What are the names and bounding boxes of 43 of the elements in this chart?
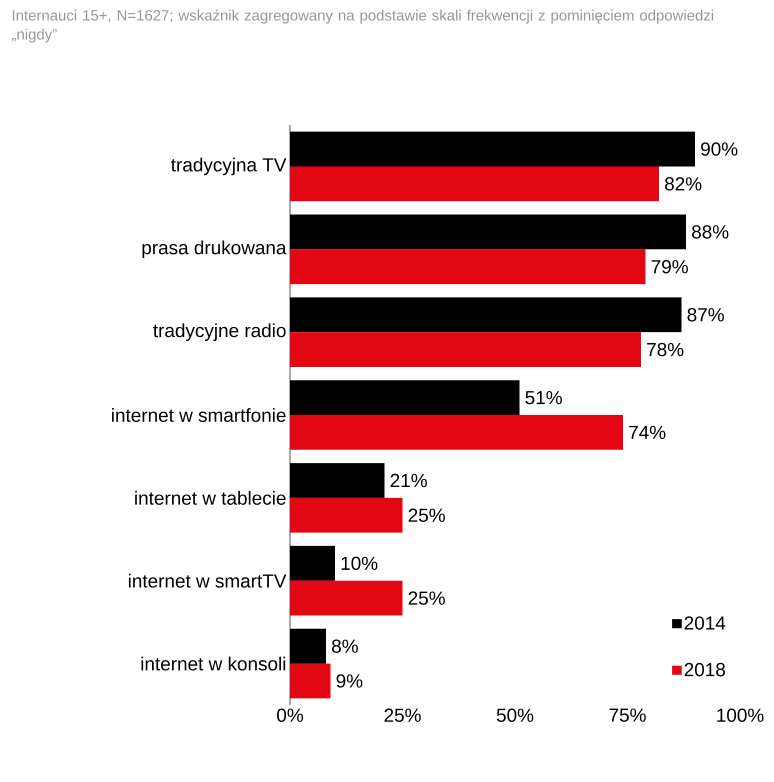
bar (290, 546, 335, 581)
bar (290, 332, 642, 367)
data-label: 25% (408, 591, 445, 605)
y-tick-label: tradycyjne radio (153, 323, 286, 341)
data-label: 87% (688, 308, 724, 322)
y-tick-label: internet w tablecie (135, 490, 286, 505)
bar (290, 297, 682, 332)
data-label: 21% (390, 474, 427, 488)
bar (290, 249, 646, 284)
bar (290, 463, 384, 498)
data-label: 82% (665, 177, 702, 191)
y-tick-label: prasa drukowana (142, 240, 286, 258)
data-label: 78% (647, 342, 684, 356)
x-tick-label: 25% (384, 708, 421, 722)
data-label: 74% (629, 426, 666, 440)
legend-label: 2014 (684, 616, 726, 630)
x-tick-label: 75% (610, 708, 646, 722)
y-tick-label: tradycyjna TV (171, 158, 286, 176)
legend-label: 2018 (684, 662, 725, 676)
data-label: 9% (336, 674, 362, 688)
y-tick-label: internet w smartfonie (112, 408, 286, 422)
data-label: 79% (652, 260, 688, 274)
x-tick-label: 0% (277, 708, 304, 722)
bar (290, 664, 330, 698)
data-label: 51% (525, 390, 562, 404)
bar (290, 380, 520, 416)
data-label: 88% (692, 225, 728, 239)
y-tick-label: internet w konsoli (142, 656, 286, 671)
bar (290, 166, 660, 202)
x-tick-label: 100% (717, 708, 764, 722)
x-tick-label: 50% (496, 708, 534, 722)
bar (290, 415, 624, 450)
y-tick-label: internet w smartTV (128, 574, 286, 588)
bar (290, 132, 696, 166)
chart-title: Internauci 15+, N=1627; wskaźnik zagregowany na podstawie skali frekwencji z pominięciem odpowiedzi „nigdy” (12, 10, 714, 43)
bar (290, 628, 326, 664)
bar (290, 498, 403, 533)
bar (290, 580, 403, 616)
data-label: 25% (408, 508, 445, 522)
data-label: 90% (701, 142, 738, 156)
data-label: 8% (332, 639, 358, 653)
bar (290, 214, 686, 250)
data-label: 10% (342, 556, 378, 570)
